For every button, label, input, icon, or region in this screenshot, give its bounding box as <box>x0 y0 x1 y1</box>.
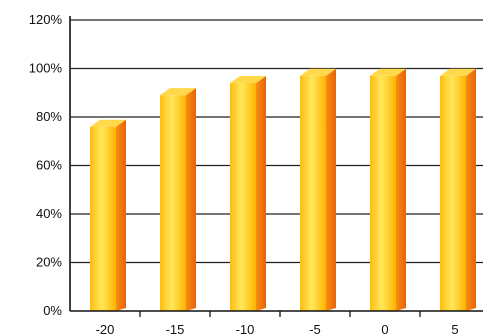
axes <box>69 16 483 317</box>
y-tick-label: 80% <box>36 109 62 124</box>
gridlines <box>70 19 483 264</box>
bar-front-face <box>440 75 466 312</box>
x-tick-label: -15 <box>166 322 185 336</box>
bar-front-face <box>230 83 256 311</box>
bar <box>230 76 266 311</box>
bar-side-face <box>186 88 196 311</box>
y-tick-label: 0% <box>43 303 62 318</box>
bar-front-face <box>160 95 186 311</box>
y-tick-label: 100% <box>29 61 63 76</box>
bar-side-face <box>466 68 476 312</box>
bar-top-face <box>300 68 336 76</box>
y-axis-tick-labels: 0% 20% 40% 60% 80% 100% 120% <box>29 12 63 318</box>
bar <box>370 68 406 312</box>
bar-front-face <box>370 75 396 312</box>
y-tick-label: 20% <box>36 255 62 270</box>
x-tick-label: 5 <box>451 322 458 336</box>
bar-top-face <box>370 68 406 76</box>
bar <box>440 68 476 312</box>
x-axis-tick-labels: -20 -15 -10 -5 0 5 <box>96 322 459 336</box>
x-tick-label: -20 <box>96 322 115 336</box>
bar-side-face <box>256 76 266 311</box>
bars <box>90 68 476 312</box>
bar-top-face <box>440 68 476 76</box>
y-tick-label: 120% <box>29 12 63 27</box>
x-tick-label: -10 <box>236 322 255 336</box>
bar-side-face <box>116 119 126 311</box>
bar <box>160 88 196 311</box>
x-tick-label: 0 <box>381 322 388 336</box>
bar-front-face <box>300 75 326 312</box>
bar-top-face <box>160 88 196 96</box>
bar-top-face <box>90 119 126 127</box>
y-tick-label: 40% <box>36 206 62 221</box>
bar-front-face <box>90 126 116 311</box>
bar-side-face <box>396 68 406 312</box>
y-tick-label: 60% <box>36 158 62 173</box>
bar-top-face <box>230 76 266 84</box>
x-tick-label: -5 <box>309 322 321 336</box>
bar <box>90 119 126 311</box>
bar <box>300 68 336 312</box>
bar-side-face <box>326 68 336 312</box>
